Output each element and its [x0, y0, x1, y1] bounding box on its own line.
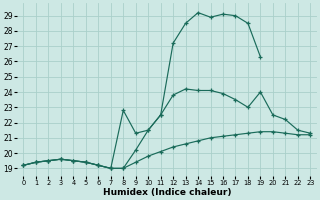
X-axis label: Humidex (Indice chaleur): Humidex (Indice chaleur) — [103, 188, 231, 197]
